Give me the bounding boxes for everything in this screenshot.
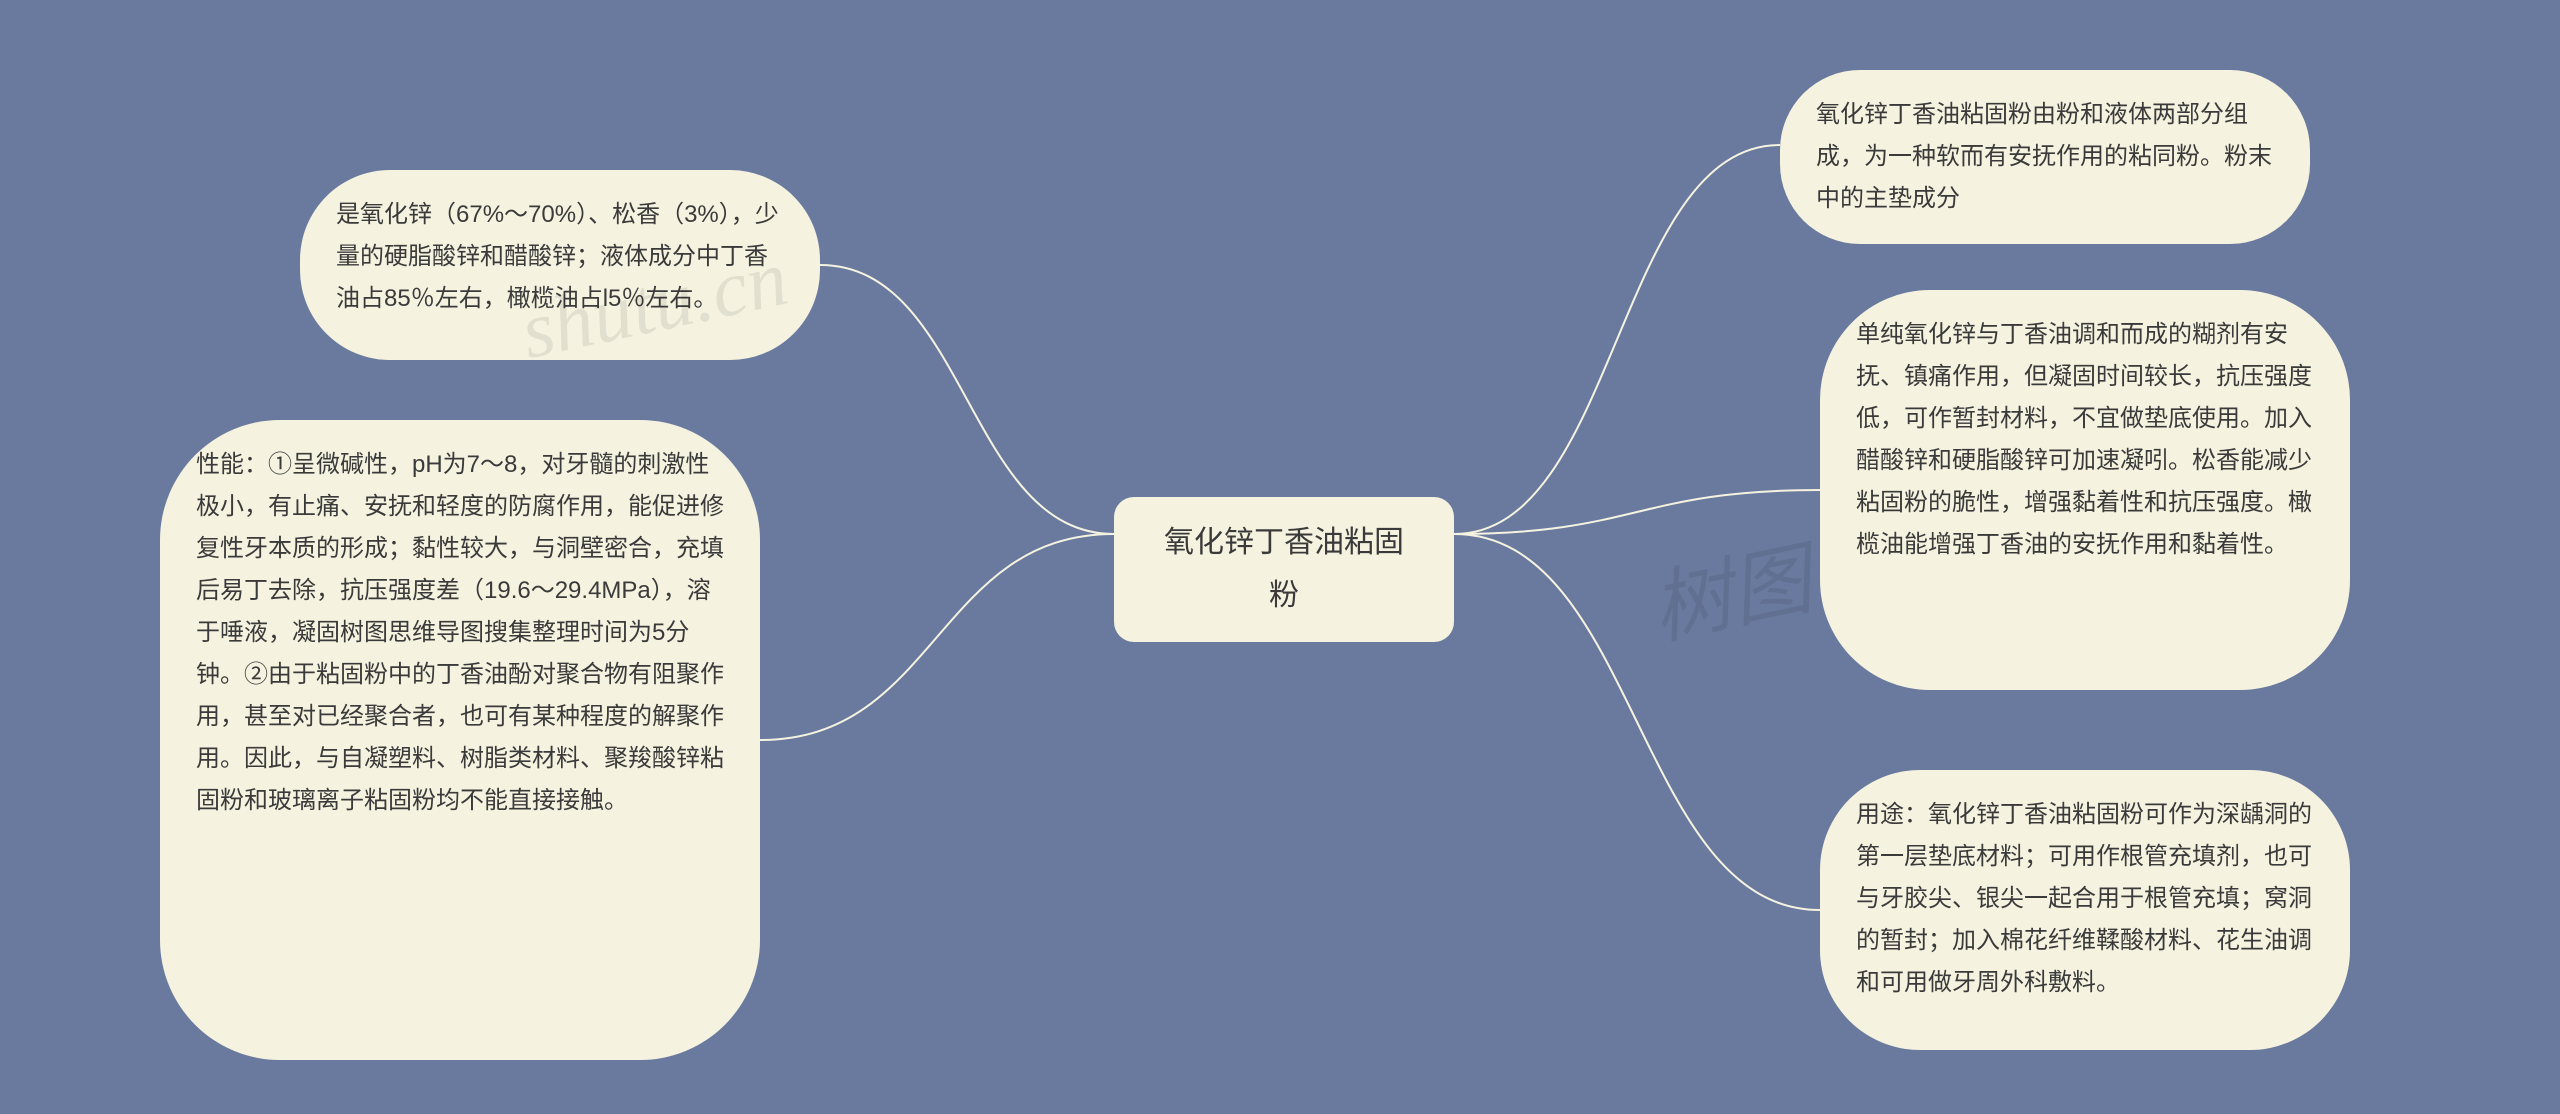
branch-label: 用途：氧化锌丁香油粘固粉可作为深龋洞的第一层垫底材料；可用作根管充填剂，也可与牙… [1856,801,2312,996]
connector-path [1454,534,1820,910]
mindmap-branch-node: 单纯氧化锌与丁香油调和而成的糊剂有安抚、镇痛作用，但凝固时间较长，抗压强度低，可… [1820,290,2350,690]
mindmap-branch-node: 性能：①呈微碱性，pH为7～8，对牙髓的刺激性极小，有止痛、安抚和轻度的防腐作用… [160,420,760,1060]
center-label: 氧化锌丁香油粘固粉 [1164,526,1404,612]
branch-label: 氧化锌丁香油粘固粉由粉和液体两部分组成，为一种软而有安抚作用的粘同粉。粉末中的主… [1816,101,2272,212]
branch-label: 性能：①呈微碱性，pH为7～8，对牙髓的刺激性极小，有止痛、安抚和轻度的防腐作用… [196,451,724,814]
watermark-text: 树图 [1640,515,1821,662]
connector-path [1454,490,1820,534]
connector-path [760,534,1114,740]
branch-label: 单纯氧化锌与丁香油调和而成的糊剂有安抚、镇痛作用，但凝固时间较长，抗压强度低，可… [1856,321,2312,558]
branch-label: 是氧化锌（67%～70%）、松香（3%），少量的硬脂酸锌和醋酸锌；液体成分中丁香… [336,201,779,312]
connector-path [1454,145,1780,534]
mindmap-center-node: 氧化锌丁香油粘固粉 [1114,497,1454,642]
connector-path [820,265,1114,534]
mindmap-branch-node: 是氧化锌（67%～70%）、松香（3%），少量的硬脂酸锌和醋酸锌；液体成分中丁香… [300,170,820,360]
mindmap-branch-node: 用途：氧化锌丁香油粘固粉可作为深龋洞的第一层垫底材料；可用作根管充填剂，也可与牙… [1820,770,2350,1050]
mindmap-branch-node: 氧化锌丁香油粘固粉由粉和液体两部分组成，为一种软而有安抚作用的粘同粉。粉末中的主… [1780,70,2310,244]
